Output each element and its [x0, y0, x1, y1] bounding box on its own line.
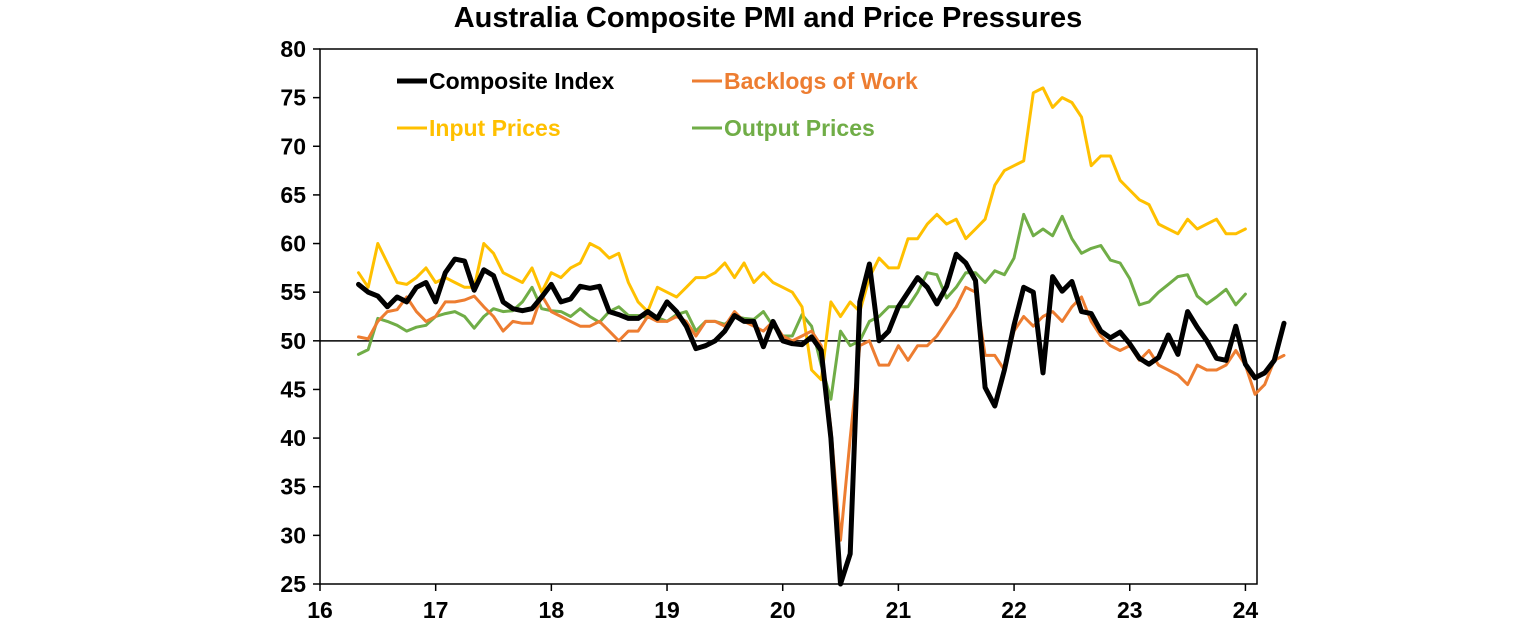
series-line-composite-index: [356, 251, 1287, 587]
y-tick-label: 55: [280, 279, 306, 305]
series-line-backlogs-of-work: [357, 285, 1286, 542]
y-tick-label: 35: [280, 474, 306, 500]
y-tick-label: 25: [280, 571, 306, 597]
legend-label-output-prices: Output Prices: [724, 115, 875, 141]
chart-title: Australia Composite PMI and Price Pressu…: [453, 2, 1083, 34]
x-tick-label: 17: [423, 597, 449, 623]
x-tick-label: 22: [1001, 597, 1027, 623]
plot-area-frame: [319, 48, 1258, 585]
x-tick-label: 24: [1233, 597, 1259, 623]
legend-label-input-prices: Input Prices: [429, 115, 561, 141]
series-line-input-prices: [357, 86, 1247, 382]
y-tick-label: 40: [280, 425, 306, 451]
legend-label-composite-index: Composite Index: [429, 68, 615, 94]
y-axis: 25 30 35 40 45 50 55 60 65 70 75 80: [280, 36, 320, 597]
y-tick-label: 75: [280, 85, 306, 111]
y-tick-label: 50: [280, 328, 306, 354]
x-tick-label: 23: [1117, 597, 1143, 623]
y-tick-label: 80: [280, 36, 306, 62]
y-tick-label: 65: [280, 182, 306, 208]
x-tick-label: 19: [654, 597, 680, 623]
x-tick-label: 16: [307, 597, 333, 623]
y-tick-label: 60: [280, 231, 306, 257]
x-tick-label: 18: [539, 597, 565, 623]
series-lines: [356, 86, 1287, 587]
y-tick-label: 30: [280, 522, 306, 548]
y-tick-label: 70: [280, 133, 306, 159]
x-tick-label: 20: [770, 597, 796, 623]
x-axis: 16 17 18 19 20 21 22 23 24: [307, 584, 1258, 623]
legend: Composite Index Backlogs of Work Input Pri…: [397, 68, 918, 141]
y-tick-label: 45: [280, 376, 306, 402]
x-tick-label: 21: [886, 597, 912, 623]
legend-label-backlogs-of-work: Backlogs of Work: [724, 68, 918, 94]
